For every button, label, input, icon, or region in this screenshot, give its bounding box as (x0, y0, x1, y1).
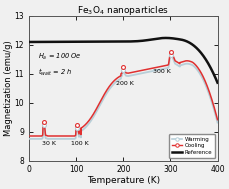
Title: Fe$_3$O$_4$ nanoparticles: Fe$_3$O$_4$ nanoparticles (77, 4, 169, 17)
X-axis label: Temperature (K): Temperature (K) (87, 176, 160, 185)
Legend: Warming, Cooling, Reference: Warming, Cooling, Reference (169, 134, 215, 158)
Text: 300 K: 300 K (153, 69, 171, 74)
Text: $t_{wait}$ = 2 h: $t_{wait}$ = 2 h (38, 67, 73, 78)
Text: 200 K: 200 K (116, 81, 134, 86)
Text: 30 K: 30 K (42, 141, 56, 146)
Text: 100 K: 100 K (71, 141, 88, 146)
Y-axis label: Magnetization (emu/g): Magnetization (emu/g) (4, 40, 13, 136)
Text: $H_{a}$ = 100 Oe: $H_{a}$ = 100 Oe (38, 51, 82, 62)
